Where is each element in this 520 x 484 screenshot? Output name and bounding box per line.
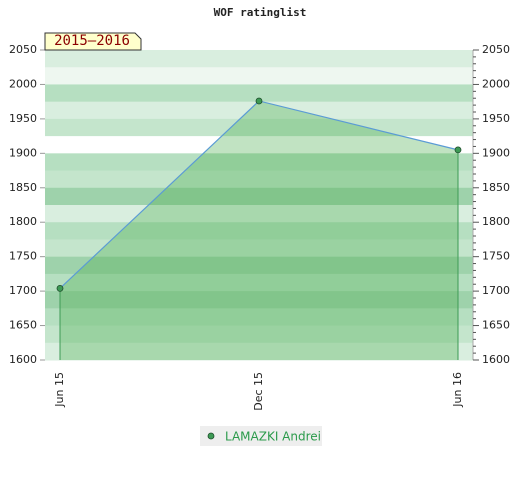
y-tick-label: 1900 <box>9 146 37 159</box>
y-tick-label: 1750 <box>9 250 37 263</box>
y-tick-label: 1800 <box>9 215 37 228</box>
y-tick-label: 1650 <box>9 319 37 332</box>
background-stripe <box>45 205 473 223</box>
y-tick-label: 2050 <box>9 43 37 56</box>
y2-tick-label: 1950 <box>482 112 510 125</box>
background-stripe <box>45 153 473 172</box>
marker <box>454 146 462 154</box>
background-stripe <box>45 308 473 327</box>
background-stripe <box>45 291 473 309</box>
background-stripe <box>45 118 473 137</box>
chart-title: WOF ratinglist <box>214 6 307 19</box>
background-stripe <box>45 256 473 275</box>
legend-marker <box>207 432 215 440</box>
background-stripe <box>45 170 473 189</box>
y-tick-label: 2000 <box>9 77 37 90</box>
background-stripe <box>45 342 473 361</box>
y2-tick-label: 1800 <box>482 215 510 228</box>
marker <box>255 97 263 105</box>
y2-tick-label: 1900 <box>482 146 510 159</box>
legend-label: LAMAZKI Andrei <box>225 430 321 444</box>
annotation-box <box>44 32 142 51</box>
background-stripe <box>45 239 473 258</box>
background-stripe <box>45 136 473 154</box>
y-tick-label: 1700 <box>9 284 37 297</box>
y2-tick-label: 1600 <box>482 353 510 366</box>
y2-tick-label: 1850 <box>482 181 510 194</box>
background-stripe <box>45 273 473 292</box>
annotation: 2015–2016 <box>54 33 130 49</box>
y2-tick-label: 2000 <box>482 77 510 90</box>
y2-tick-label: 2050 <box>482 43 510 56</box>
background-stripe <box>45 325 473 344</box>
y2-tick-label: 1700 <box>482 284 510 297</box>
y-tick-label: 1950 <box>9 112 37 125</box>
area <box>60 100 458 360</box>
background-stripe <box>45 101 473 120</box>
y2-tick-label: 1650 <box>482 319 510 332</box>
y2-tick-label: 1750 <box>482 250 510 263</box>
y-tick-label: 1850 <box>9 181 37 194</box>
x-tick-label: Jun 16 <box>451 372 464 408</box>
legend-box <box>200 426 322 446</box>
x-tick-label: Jun 15 <box>53 372 66 408</box>
background-stripe <box>45 67 473 85</box>
x-tick-label: Dec 15 <box>252 372 265 411</box>
marker <box>56 284 64 292</box>
background-stripe <box>45 84 473 103</box>
y-tick-label: 1600 <box>9 353 37 366</box>
background-stripe <box>45 50 473 68</box>
background-stripe <box>45 222 473 240</box>
